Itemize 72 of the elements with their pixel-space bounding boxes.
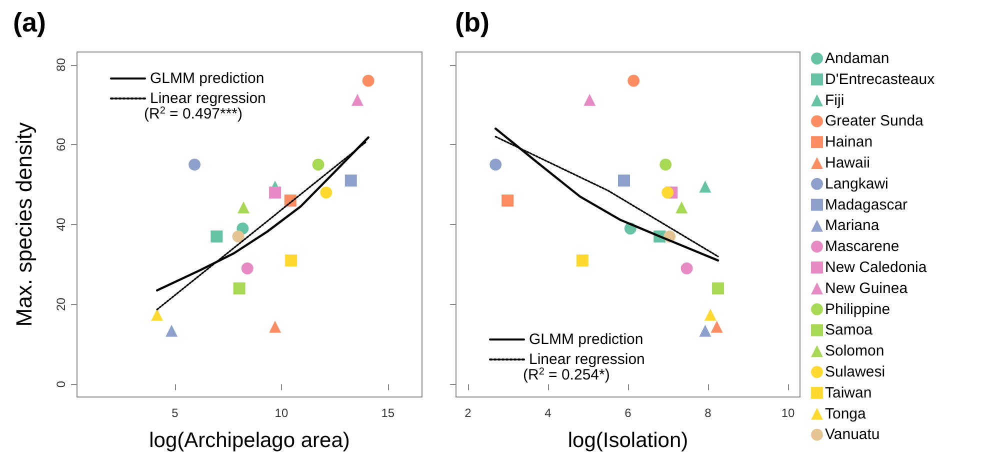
chart-title: (a) [13,8,46,38]
point [269,320,282,333]
point [210,230,223,242]
legend-label: New Guinea [825,280,908,297]
point [502,194,514,207]
x-axis-title: log(Isolation) [568,429,688,452]
point [269,186,282,199]
x-tick-label: 15 [381,406,395,420]
point [490,158,502,171]
x-tick-label: 8 [704,406,712,420]
point [710,320,723,333]
point [584,94,596,106]
y-tick-label: 60 [54,138,68,152]
legend-label: GLMM prediction [150,70,264,87]
legend-label: Vanuatu [825,426,880,444]
x-tick-label: 2 [464,406,472,420]
legend-label: D'Entrecasteaux [825,70,936,88]
legend-label: Mariana [825,217,880,234]
y-tick-label: 40 [54,218,68,232]
legend-label: Hawaii [825,154,870,172]
legend-label: Linear regression [150,90,266,107]
legend-label: Andaman [825,50,890,67]
legend-label: Linear regression [529,351,645,368]
point [662,186,674,199]
point [712,282,724,294]
x-tick-label: 10 [274,406,288,420]
legend-label: New Caledonia [825,259,928,276]
legend-label: GLMM prediction [529,331,644,348]
x-tick-label: 6 [624,406,632,420]
y-axis-title: Max. species density [12,122,36,327]
point [628,74,640,87]
y-tick-label: 20 [54,297,68,312]
point [699,324,712,337]
x-tick-label: 4 [544,406,552,420]
point [699,180,712,193]
point [238,201,250,214]
y-tick-label: 80 [54,58,68,72]
point [241,262,254,274]
point [320,186,332,199]
legend-label: Solomon [825,342,884,360]
point [188,158,201,171]
y-tick-label: 0 [54,380,68,388]
point [312,158,324,171]
point [232,230,244,242]
point [676,201,688,214]
x-tick-label: 5 [172,406,179,420]
point [166,324,178,337]
legend-label: Taiwan [825,384,872,402]
x-tick-label: 10 [781,406,795,420]
legend-label: Mascarene [825,238,900,256]
legend-label: Madagascar [825,196,908,214]
legend-label: Hainan [825,134,873,151]
legend-label: Langkawi [825,175,888,192]
point [660,158,672,171]
x-axis-title: log(Archipelago area) [149,429,350,452]
legend-label: Greater Sunda [825,112,924,130]
point [285,254,298,266]
point [151,308,164,321]
point [576,254,588,266]
point [344,174,357,187]
point [362,74,374,87]
point [704,308,716,321]
point [233,282,246,294]
legend-label: Tonga [825,405,867,422]
point [680,262,693,274]
legend-label: Philippine [825,300,890,318]
point [351,94,364,106]
point [618,174,630,187]
legend-label: Samoa [825,322,874,339]
chart-title: (b) [455,8,490,38]
legend-label: Fiji [825,92,844,109]
legend-label: Sulawesi [825,364,886,380]
